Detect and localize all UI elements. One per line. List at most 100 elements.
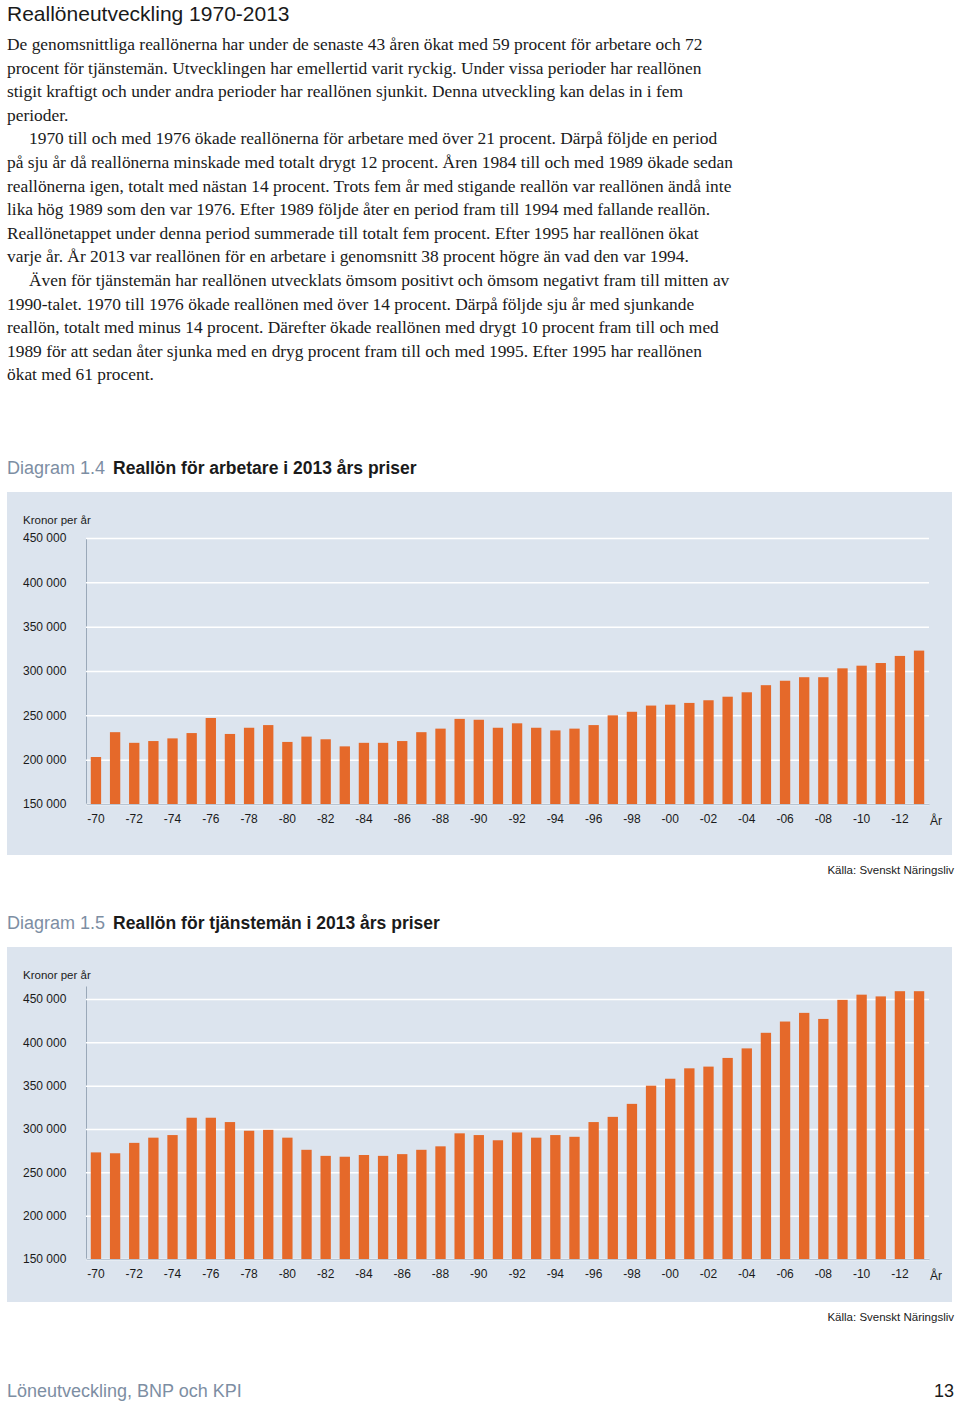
- grid-line: [86, 671, 929, 673]
- bar: [225, 734, 235, 804]
- x-tick: -80: [279, 804, 297, 826]
- bar: [244, 1131, 254, 1259]
- bar: [856, 995, 866, 1259]
- bar: [416, 732, 426, 804]
- x-tick: -80: [279, 1259, 297, 1281]
- y-axis-label: Kronor per år: [23, 514, 91, 526]
- figure-label: Diagram 1.5: [7, 913, 105, 933]
- bar: [569, 729, 579, 804]
- x-tick-label: -88: [432, 1267, 450, 1281]
- y-axis: 150 000 200 000 250 000 300 000 350 000 400 0…: [23, 531, 929, 811]
- x-tick: -06: [776, 1259, 794, 1281]
- bar: [493, 1140, 503, 1259]
- bar: [837, 668, 847, 804]
- y-tick-label: 250 000: [23, 709, 67, 723]
- chart: 150 000 200 000 250 000 300 000 350 000 400 0…: [7, 492, 952, 855]
- bar: [665, 1079, 675, 1259]
- x-tick-label: -12: [891, 1267, 909, 1281]
- bar: [837, 1000, 847, 1259]
- y-tick-label: 150 000: [23, 797, 67, 811]
- bar: [91, 757, 101, 804]
- x-tick: -84: [355, 1259, 373, 1281]
- x-tick: -90: [470, 1259, 488, 1281]
- bar: [684, 1068, 694, 1259]
- bar: [454, 719, 464, 804]
- x-tick: -86: [394, 804, 412, 826]
- bars: [91, 651, 924, 804]
- paragraph: 1970 till och med 1976 ökade reallönerna…: [7, 127, 733, 269]
- bar: [263, 1130, 273, 1259]
- y-tick-label: 200 000: [23, 753, 67, 767]
- x-tick-label: -86: [394, 1267, 412, 1281]
- grid-line: [86, 582, 929, 584]
- x-tick: -72: [126, 804, 144, 826]
- x-tick-label: -12: [891, 812, 909, 826]
- x-tick-label: -70: [87, 812, 105, 826]
- x-tick: -86: [394, 1259, 412, 1281]
- bar: [167, 738, 177, 804]
- x-tick-label: -80: [279, 812, 297, 826]
- x-tick-label: -10: [853, 812, 871, 826]
- x-tick: -96: [585, 1259, 603, 1281]
- bar: [474, 720, 484, 804]
- x-tick-label: -92: [508, 1267, 526, 1281]
- x-tick: -92: [508, 1259, 526, 1281]
- bar: [186, 1118, 196, 1259]
- y-tick-label: 450 000: [23, 531, 67, 545]
- y-tick: 450 000: [23, 992, 929, 1006]
- x-tick: -00: [662, 804, 680, 826]
- y-tick: 400 000: [23, 576, 929, 590]
- y-tick: 350 000: [23, 620, 929, 634]
- bar: [646, 1086, 656, 1259]
- x-tick: -74: [164, 1259, 182, 1281]
- bar: [397, 741, 407, 804]
- bar: [780, 681, 790, 804]
- y-tick-label: 200 000: [23, 1209, 67, 1223]
- bar: [110, 1153, 120, 1259]
- bar: [722, 697, 732, 804]
- x-tick-label: -02: [700, 812, 718, 826]
- y-tick-label: 300 000: [23, 1122, 67, 1136]
- x-tick-label: -84: [355, 1267, 373, 1281]
- bar: [320, 1156, 330, 1259]
- y-tick-label: 350 000: [23, 620, 67, 634]
- bar: [359, 743, 369, 804]
- x-tick-label: -02: [700, 1267, 718, 1281]
- bar: [914, 651, 924, 804]
- y-tick: 300 000: [23, 664, 929, 678]
- chart: 150 000200 000250 000300 000350 000400 0…: [7, 947, 952, 1302]
- x-tick: -04: [738, 804, 756, 826]
- y-tick: 350 000: [23, 1079, 929, 1093]
- paragraph: De genomsnittliga reallönerna har under …: [7, 33, 733, 127]
- y-tick-label: 350 000: [23, 1079, 67, 1093]
- bar: [646, 706, 656, 804]
- y-tick-label: 150 000: [23, 1252, 67, 1266]
- grid-line: [86, 626, 929, 628]
- y-tick: 450 000: [23, 531, 929, 545]
- page-number: 13: [934, 1381, 954, 1402]
- x-tick: -78: [240, 804, 258, 826]
- bar: [206, 1118, 216, 1259]
- x-tick-label: -74: [164, 1267, 182, 1281]
- bar: [569, 1137, 579, 1259]
- x-tick-label: -08: [815, 1267, 833, 1281]
- bar: [531, 728, 541, 804]
- bar: [129, 1143, 139, 1259]
- paragraph: Även för tjänstemän har reallönen utveck…: [7, 269, 733, 387]
- x-tick-label: -06: [776, 812, 794, 826]
- bar: [703, 1067, 713, 1259]
- x-tick: -12: [891, 1259, 909, 1281]
- x-tick: -70: [87, 1259, 105, 1281]
- grid-line: [86, 999, 929, 1001]
- x-tick-label: -70: [87, 1267, 105, 1281]
- y-tick-label: 400 000: [23, 576, 67, 590]
- x-tick-label: -92: [508, 812, 526, 826]
- x-tick-label: -90: [470, 812, 488, 826]
- x-tick: -06: [776, 804, 794, 826]
- bar: [914, 991, 924, 1259]
- x-tick-label: -78: [240, 1267, 258, 1281]
- x-tick: -88: [432, 1259, 450, 1281]
- x-tick: -96: [585, 804, 603, 826]
- bar: [148, 741, 158, 804]
- bar: [742, 1048, 752, 1259]
